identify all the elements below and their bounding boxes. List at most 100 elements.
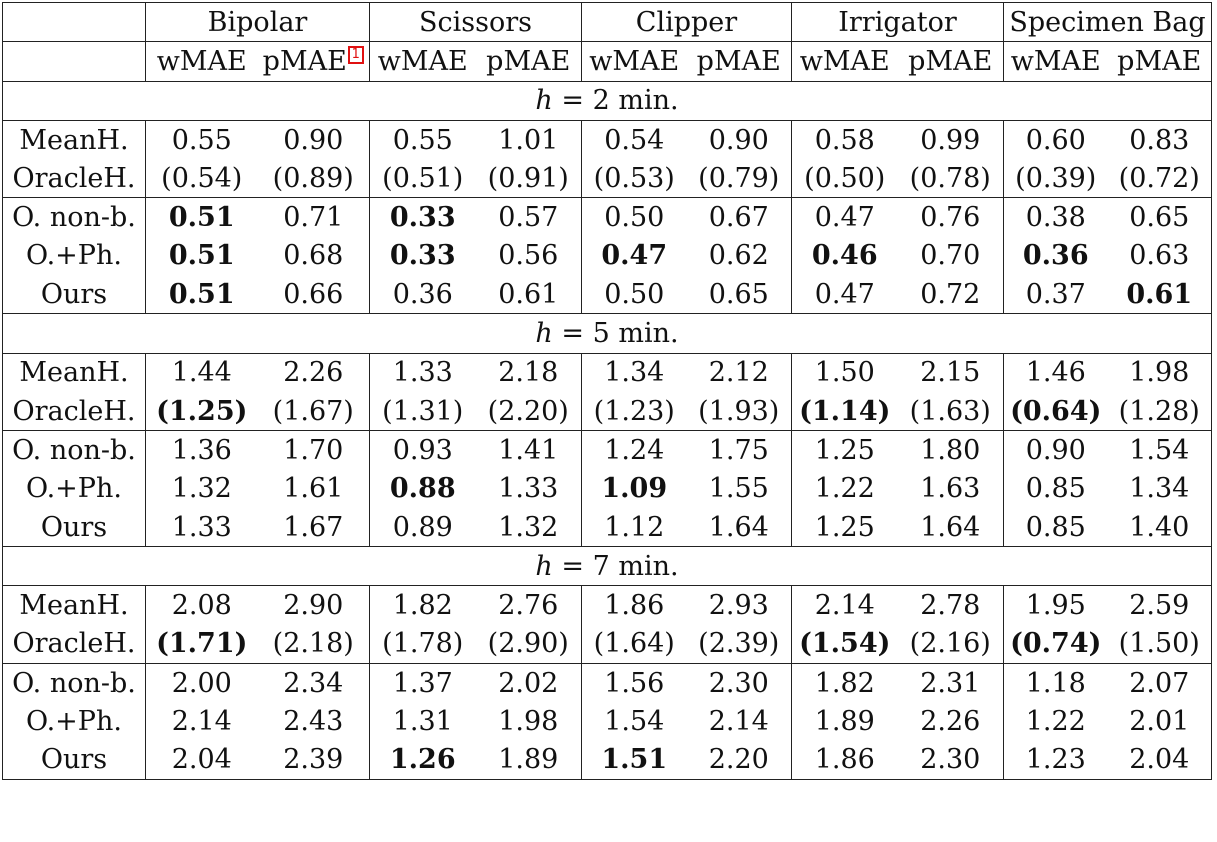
value-cell: (2.39)	[686, 624, 792, 665]
value-cell: 2.26	[257, 353, 370, 392]
value-cell: 0.47	[791, 275, 898, 315]
value-cell: 1.70	[257, 430, 370, 470]
value-cell: 0.65	[1107, 197, 1212, 237]
value-cell: 0.56	[475, 236, 582, 276]
table-body: Bipolar Scissors Clipper Irrigator Specimen …	[2, 1, 1212, 780]
table-row: O.+Ph. 2.14 2.43 1.31 1.98 1.54 2.14 1.89 2.26 1.…	[2, 702, 1212, 741]
method-cell: Ours	[2, 740, 146, 780]
group-header: Scissors	[369, 1, 582, 43]
value-cell: 0.65	[686, 275, 792, 315]
value-cell: 0.57	[475, 197, 582, 237]
table-row: O. non-b. 0.51 0.71 0.33 0.57 0.50 0.67 0.47 0.7…	[2, 197, 1212, 237]
metric-header: pMAE	[686, 41, 792, 82]
value-cell: 1.32	[171, 473, 232, 505]
value-cell: 2.26	[897, 702, 1004, 741]
group-header: Clipper	[581, 1, 792, 43]
value-cell: 1.23	[1003, 740, 1108, 780]
value-cell: 0.37	[1003, 275, 1108, 315]
table-row: Ours 1.33 1.67 0.89 1.32 1.12 1.64 1.25 1.64 0.85…	[2, 507, 1212, 548]
value-cell: (0.53)	[581, 159, 687, 199]
value-cell: 2.20	[686, 740, 792, 780]
horizon-variable: h	[535, 550, 553, 582]
value-cell: 1.37	[392, 667, 453, 699]
value-cell: 2.04	[1107, 740, 1212, 780]
method-cell: O. non-b.	[2, 663, 146, 703]
value-cell: 0.72	[897, 275, 1004, 315]
metric-header: wMAE	[791, 41, 898, 82]
method-cell: MeanH.	[2, 585, 146, 625]
value-cell: 1.54	[604, 705, 665, 737]
footnote-link[interactable]: 1	[347, 45, 364, 64]
value-cell: (2.16)	[897, 624, 1004, 665]
value-cell: 1.25	[814, 434, 875, 466]
value-cell: 1.36	[171, 434, 232, 466]
value-cell: 0.55	[171, 124, 232, 156]
table-row: O.+Ph. 0.51 0.68 0.33 0.56 0.47 0.62 0.46 0.70 0.…	[2, 236, 1212, 276]
value-cell: 0.51	[168, 240, 235, 272]
value-cell: 2.90	[257, 585, 370, 625]
value-cell: 1.22	[814, 473, 875, 505]
value-cell: 0.62	[686, 236, 792, 276]
value-cell: 1.41	[475, 430, 582, 470]
value-cell: (2.90)	[475, 624, 582, 665]
value-cell: 2.00	[171, 667, 232, 699]
value-cell: 1.40	[1107, 507, 1212, 548]
table-row: OracleH. (1.25) (1.67) (1.31) (2.20) (1.23) (1…	[2, 391, 1212, 432]
value-cell: 1.01	[475, 120, 582, 160]
method-cell: O.+Ph.	[2, 702, 146, 741]
value-cell: (0.78)	[897, 159, 1004, 199]
value-cell: 0.76	[897, 197, 1004, 237]
value-cell: 1.44	[171, 357, 232, 389]
value-cell: 2.04	[145, 740, 258, 780]
value-cell: 0.99	[897, 120, 1004, 160]
value-cell: 0.50	[604, 202, 665, 234]
horizon-variable: h	[535, 318, 553, 350]
value-cell: 1.64	[686, 507, 792, 548]
value-cell: (1.64)	[581, 624, 687, 665]
table-row: O. non-b. 2.00 2.34 1.37 2.02 1.56 2.30 1.82 2.3…	[2, 663, 1212, 703]
value-cell: 0.67	[686, 197, 792, 237]
value-cell: 0.93	[392, 434, 453, 466]
value-cell: (0.89)	[257, 159, 370, 199]
value-cell: 1.09	[601, 473, 668, 505]
value-cell: 0.71	[257, 197, 370, 237]
value-cell: 0.88	[389, 473, 456, 505]
value-cell: 1.12	[581, 507, 687, 548]
value-cell: 0.85	[1025, 473, 1086, 505]
value-cell: 1.89	[475, 740, 582, 780]
corner-cell	[2, 1, 146, 43]
value-cell: 1.98	[475, 702, 582, 741]
metric-header: wMAE	[145, 41, 258, 82]
value-cell: 0.51	[168, 202, 235, 234]
header-row-metrics: wMAE pMAE 1 wMAE pMAE wMAE pMAE wMAE pMAE wMAE pMA…	[2, 41, 1212, 82]
table-row: MeanH. 2.08 2.90 1.82 2.76 1.86 2.93 2.14 2.78 1.…	[2, 585, 1212, 625]
value-cell: (0.54)	[145, 159, 258, 199]
value-cell: (0.91)	[475, 159, 582, 199]
value-cell: 2.14	[171, 705, 232, 737]
section-header-row: h = 7 min.	[2, 546, 1212, 587]
table-row: OracleH. (1.71) (2.18) (1.78) (2.90) (1.64) (2…	[2, 624, 1212, 665]
value-cell: 2.76	[475, 585, 582, 625]
value-cell: 0.90	[686, 120, 792, 160]
value-cell: (0.79)	[686, 159, 792, 199]
value-cell: 0.89	[369, 507, 476, 548]
value-cell: (0.64)	[1003, 391, 1108, 432]
value-cell: 1.26	[369, 740, 476, 780]
value-cell: 1.32	[475, 507, 582, 548]
table-row: Ours 2.04 2.39 1.26 1.89 1.51 2.20 1.86 2.30 1.23…	[2, 740, 1212, 780]
value-cell: 2.30	[686, 663, 792, 703]
value-cell: 1.61	[257, 469, 370, 508]
value-cell: 2.15	[897, 353, 1004, 392]
value-cell: 1.34	[1107, 469, 1212, 508]
value-cell: (1.25)	[145, 391, 258, 432]
method-cell: MeanH.	[2, 353, 146, 392]
value-cell: 0.61	[475, 275, 582, 315]
value-cell: 0.47	[601, 240, 668, 272]
value-cell: (0.72)	[1107, 159, 1212, 199]
value-cell: (1.50)	[1107, 624, 1212, 665]
value-cell: 1.75	[686, 430, 792, 470]
value-cell: 0.50	[581, 275, 687, 315]
value-cell: 2.93	[686, 585, 792, 625]
value-cell: 1.98	[1107, 353, 1212, 392]
value-cell: 1.82	[814, 667, 875, 699]
